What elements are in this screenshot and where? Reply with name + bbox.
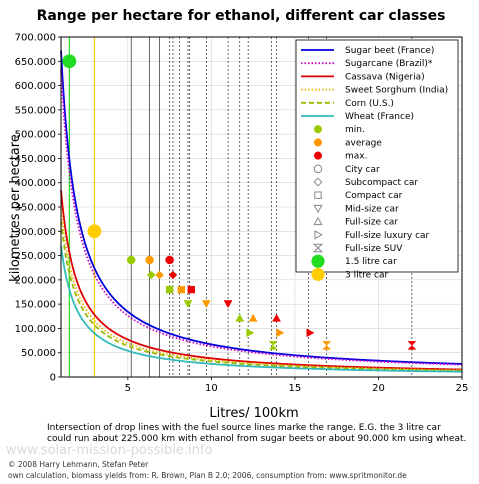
legend-label: Subcompact car [345, 178, 418, 188]
legend-marker-swatch [313, 177, 323, 187]
y-tick-label: 650.000 [15, 57, 56, 68]
y-tick-label: 0 [50, 373, 56, 384]
legend-marker-swatch [314, 230, 323, 240]
legend-label: Compact car [345, 191, 403, 201]
x-tick-label: 15 [289, 383, 302, 394]
data-point [145, 255, 154, 265]
data-points [62, 54, 417, 350]
series-line [60, 245, 463, 373]
y-tick-label: 500.000 [15, 130, 56, 141]
y-tick-label: 100.000 [15, 324, 56, 335]
x-tick-label: 10 [205, 383, 218, 394]
y-axis-ticks: 0 50.000 100.000 150.000 200.000 250.000 300.0… [15, 33, 61, 384]
y-tick-label: 450.000 [15, 154, 56, 165]
series-lines [60, 50, 463, 373]
legend-label: City car [345, 165, 380, 175]
legend-marker-swatch [313, 216, 323, 226]
y-tick-label: 250.000 [15, 251, 56, 262]
data-point [168, 270, 178, 280]
legend-label: Cassava (Nigeria) [345, 72, 425, 82]
legend-label: Sweet Sorghum (India) [345, 86, 448, 96]
x-tick-label: 25 [456, 383, 469, 394]
series-line [60, 208, 463, 372]
data-point [201, 300, 211, 309]
legend-label: 3 litre car [345, 270, 388, 280]
data-point [235, 313, 245, 322]
y-tick-label: 700.000 [15, 33, 56, 44]
data-point [322, 341, 332, 350]
series-line [60, 50, 463, 365]
credit-line-1: © 2008 Harry Lehmann, Stefan Peter [8, 460, 149, 469]
watermark: www.solar-mission-possible.info [6, 443, 212, 458]
data-point [246, 328, 255, 338]
legend-marker-swatch [313, 138, 323, 147]
data-point [276, 328, 285, 338]
series-line [60, 189, 463, 371]
footnote-line-2: could run about 225.000 km with ethanol … [47, 434, 466, 444]
y-tick-label: 400.000 [15, 178, 56, 189]
x-tick-label: 5 [125, 383, 131, 394]
legend-label: Mid-size car [345, 204, 399, 214]
data-point [155, 270, 164, 280]
data-point [268, 341, 278, 350]
y-tick-label: 300.000 [15, 227, 56, 238]
legend-label: Wheat (France) [345, 112, 414, 122]
legend-marker-swatch [313, 204, 323, 214]
legend-label: Sugarcane (Brazil)* [345, 59, 433, 69]
y-tick-label: 550.000 [15, 105, 56, 116]
legend-marker-swatch [313, 164, 323, 174]
series-line [60, 220, 463, 372]
data-point [306, 328, 315, 338]
data-point [165, 285, 174, 294]
data-point [146, 270, 156, 280]
legend-label: Full-size luxury car [345, 231, 430, 241]
legend-marker-swatch [312, 243, 324, 253]
legend-label: Corn (U.S.) [345, 99, 394, 109]
data-point [165, 255, 174, 265]
footnote-line-1: Intersection of drop lines with the fuel… [47, 423, 441, 433]
legend-marker-swatch [313, 125, 323, 134]
data-point [126, 255, 136, 265]
y-tick-label: 600.000 [15, 81, 56, 92]
y-tick-label: 50.000 [21, 348, 56, 359]
legend-label: Full-size SUV [345, 244, 403, 254]
legend-marker-swatch [314, 191, 322, 199]
series-line [60, 69, 463, 366]
legend-label: 1.5 litre car [345, 257, 397, 267]
legend-label: Full-size car [345, 218, 398, 228]
chart-title: Range per hectare for ethanol, different… [37, 8, 446, 24]
data-point [248, 313, 258, 322]
y-axis-title: kilometres per hectare [8, 134, 23, 282]
data-point [183, 300, 193, 309]
legend-marker-swatch [311, 254, 325, 268]
data-point [177, 285, 185, 294]
legend-label: min. [345, 125, 365, 135]
data-point [87, 224, 102, 239]
drop-lines [68, 37, 413, 377]
legend-label: average [345, 138, 382, 148]
legend-label: max. [345, 152, 367, 162]
legend: Sugar beet (France) Sugarcane (Brazil)* Ca… [295, 39, 459, 281]
x-axis-title: Litres/ 100km [209, 406, 298, 421]
data-point [272, 313, 281, 322]
data-point [223, 300, 233, 309]
legend-marker-swatch [313, 151, 323, 160]
y-tick-label: 150.000 [15, 300, 56, 311]
data-point [62, 54, 77, 69]
credit-line-2: own calculation, biomass yields from: R.… [8, 471, 407, 480]
x-axis-ticks: 5 10 15 20 25 [125, 377, 469, 394]
data-point [407, 341, 417, 350]
y-tick-label: 350.000 [15, 203, 56, 214]
x-tick-label: 20 [372, 383, 385, 394]
legend-marker-swatch [311, 267, 325, 281]
y-tick-label: 200.000 [15, 275, 56, 286]
legend-label: Sugar beet (France) [345, 46, 434, 56]
data-point [187, 285, 195, 294]
